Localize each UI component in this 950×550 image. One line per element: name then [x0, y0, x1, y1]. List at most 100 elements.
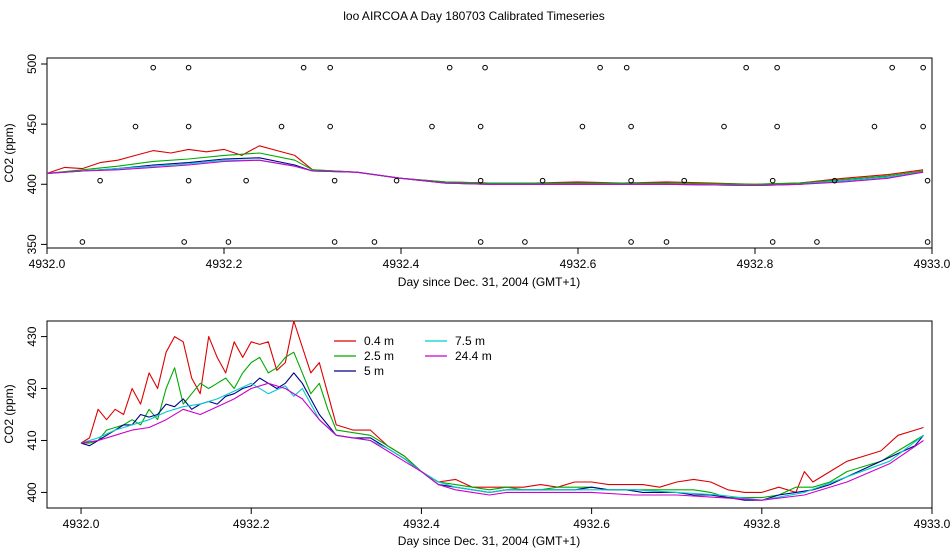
bottom-x-tick-label: 4932.2	[233, 517, 270, 531]
bottom-x-tick-label: 4933.0	[914, 517, 950, 531]
bottom-y-tick-label: 430	[25, 326, 39, 346]
legend-label: 5 m	[364, 364, 384, 378]
top-y-tick-label: 400	[25, 174, 39, 194]
bottom-y-tick-label: 400	[25, 482, 39, 502]
top-scatter-point	[924, 239, 931, 245]
top-scatter-point	[579, 123, 586, 130]
top-scatter-point	[539, 177, 546, 184]
bottom-y-axis-label: CO2 (ppm)	[2, 384, 16, 443]
top-scatter-point	[185, 123, 192, 130]
top-scatter-point	[477, 177, 484, 184]
bottom-x-tick-label: 4932.4	[403, 517, 440, 531]
top-scatter-point	[889, 64, 895, 71]
top-line-5-m	[46, 157, 924, 187]
bottom-y-axis: 400 410 420 430	[25, 326, 47, 502]
top-scatter-point	[774, 123, 780, 130]
top-scatter-point	[924, 177, 931, 184]
top-scatter-point	[278, 123, 285, 130]
legend-label: 24.4 m	[455, 349, 492, 363]
bottom-y-tick-label: 420	[25, 378, 39, 398]
top-scatter-point	[132, 123, 139, 130]
top-scatter-point	[663, 239, 670, 245]
legend-label: 0.4 m	[364, 334, 394, 348]
top-scatter-point	[628, 123, 634, 130]
top-series-group	[46, 64, 931, 245]
top-scatter-point	[831, 177, 838, 184]
top-scatter-point	[477, 239, 484, 245]
bottom-line-24-4-m	[80, 382, 924, 501]
top-scatter-point	[331, 177, 338, 184]
top-x-tick-label: 4932.0	[29, 257, 66, 271]
top-scatter-point	[477, 123, 484, 130]
top-scatter-point	[920, 64, 926, 71]
top-scatter-point	[300, 64, 307, 71]
top-x-tick-label: 4932.8	[737, 257, 774, 271]
top-scatter-point	[97, 177, 103, 184]
top-scatter-point	[814, 239, 820, 245]
top-scatter-point	[327, 123, 334, 130]
top-scatter-point	[393, 177, 400, 184]
top-scatter-point	[920, 123, 926, 130]
top-y-axis: 350 400 450 500	[25, 54, 47, 254]
top-panel: 4932.0 4932.2 4932.4 4932.6 4932.8 4933.0 350…	[2, 54, 950, 289]
bottom-x-axis-label: Day since Dec. 31, 2004 (GMT+1)	[398, 534, 580, 548]
top-line-24-4-m	[46, 159, 924, 187]
bottom-line-2-5-m	[81, 351, 924, 499]
bottom-x-tick-label: 4932.6	[573, 517, 610, 531]
top-scatter-point	[185, 177, 192, 184]
top-scatter-point	[327, 64, 334, 71]
top-scatter-point	[597, 64, 603, 71]
top-scatter-point	[185, 64, 192, 71]
top-scatter-point	[769, 239, 776, 245]
bottom-line-0-4-m	[80, 320, 924, 493]
top-scatter-point	[482, 64, 488, 71]
top-scatter-point	[225, 239, 232, 245]
bottom-x-tick-label: 4932.8	[743, 517, 780, 531]
top-scatter-point	[623, 64, 630, 71]
top-x-tick-label: 4933.0	[914, 257, 950, 271]
bottom-line-7-5-m	[80, 382, 924, 501]
top-scatter-point	[150, 64, 156, 71]
top-y-tick-label: 350	[25, 234, 39, 254]
top-scatter-point	[79, 239, 86, 245]
top-scatter-point	[721, 123, 727, 130]
top-scatter-point	[446, 64, 453, 71]
top-x-tick-label: 4932.2	[206, 257, 243, 271]
top-scatter-point	[522, 239, 528, 245]
bottom-plot-frame	[46, 320, 933, 509]
top-scatter-point	[371, 239, 378, 245]
chart-title: loo AIRCOA A Day 180703 Calibrated Times…	[343, 9, 604, 23]
top-scatter-point	[429, 123, 435, 130]
top-y-tick-label: 450	[25, 114, 39, 134]
top-scatter-point	[743, 64, 749, 71]
top-x-tick-label: 4932.4	[383, 257, 420, 271]
bottom-y-tick-label: 410	[25, 430, 39, 450]
top-scatter-point	[331, 239, 338, 245]
top-x-tick-label: 4932.6	[560, 257, 597, 271]
bottom-x-tick-label: 4932.0	[63, 517, 100, 531]
top-y-axis-label: CO2 (ppm)	[2, 123, 16, 182]
top-line-7-5-m	[46, 159, 924, 187]
top-scatter-point	[769, 177, 776, 184]
top-x-axis-label: Day since Dec. 31, 2004 (GMT+1)	[398, 275, 580, 289]
top-scatter-point	[243, 177, 249, 184]
top-scatter-point	[774, 64, 780, 71]
top-scatter-point	[681, 177, 688, 184]
bottom-panel: 4932.0 4932.2 4932.4 4932.6 4932.8 4933.0 400…	[2, 320, 950, 548]
bottom-x-axis: 4932.0 4932.2 4932.4 4932.6 4932.8 4933.0	[63, 508, 950, 531]
top-line-0-4-m	[46, 145, 924, 185]
legend: 0.4 m2.5 m5 m 7.5 m24.4 m	[334, 334, 492, 378]
top-scatter-point	[181, 239, 187, 245]
bottom-line-5-m	[80, 372, 924, 501]
top-line-2-5-m	[46, 152, 924, 185]
bottom-series-group	[80, 320, 924, 501]
legend-label: 7.5 m	[455, 334, 485, 348]
top-scatter-point	[628, 177, 634, 184]
top-scatter-point	[871, 123, 878, 130]
legend-label: 2.5 m	[364, 349, 394, 363]
top-scatter-point	[628, 239, 634, 245]
top-x-axis: 4932.0 4932.2 4932.4 4932.6 4932.8 4933.0	[29, 248, 950, 271]
top-y-tick-label: 500	[25, 54, 39, 74]
top-plot-frame	[46, 57, 933, 249]
